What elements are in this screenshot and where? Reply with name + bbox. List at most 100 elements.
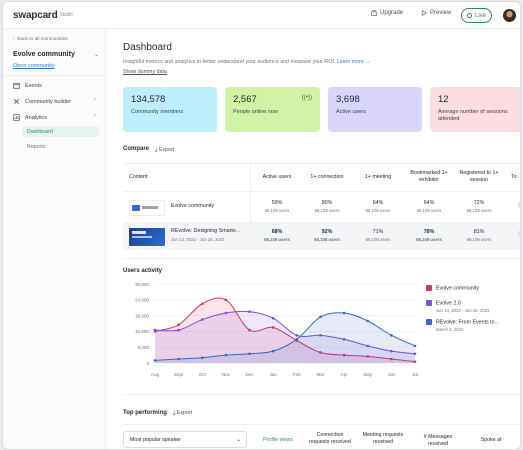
sidebar-divider — [3, 75, 106, 76]
legend-date: March 3, 2022 — [436, 327, 464, 332]
series-area — [155, 311, 415, 363]
y-tick-label: 30,000 — [135, 282, 149, 287]
series-line — [154, 310, 416, 355]
divider — [123, 424, 520, 425]
play-icon — [421, 10, 427, 16]
table-cell: 64% 68,108 users — [365, 200, 391, 213]
y-tick-label: 12,000 — [135, 329, 149, 334]
divider — [250, 163, 251, 250]
y-tick-label: 18,000 — [135, 313, 149, 318]
col-header-active-users: Active users — [262, 174, 292, 180]
open-community-link[interactable]: Open community — [13, 63, 55, 69]
chevron-down-icon: ⌄ — [235, 437, 241, 443]
col-header-content: Content — [129, 174, 148, 180]
x-tick-label: Feb — [293, 372, 301, 377]
upgrade-button[interactable]: Upgrade — [371, 10, 403, 16]
chevron-up-icon[interactable]: ⌃ — [93, 114, 98, 120]
data-point — [342, 353, 346, 357]
top-bar: swapcard Studio Upgrade Preview Live — [3, 2, 520, 29]
stat-card-sessions: 12 Average number of sessions attended — [430, 87, 520, 132]
data-point — [342, 311, 346, 315]
y-tick-label: 24,000 — [135, 298, 149, 303]
col-header-connection: 1+ connection — [310, 174, 344, 180]
col-header-connection-requests[interactable]: Connection requests received — [309, 432, 351, 445]
compare-title: Compare — [123, 146, 150, 152]
stat-card-online: 2,567 People online now ((•)) — [225, 87, 320, 132]
sidebar-item-community-builder[interactable]: Community builder — [13, 98, 71, 105]
data-point — [153, 359, 157, 362]
data-point — [271, 316, 275, 320]
learn-more-link[interactable]: Learn more → — [336, 59, 371, 65]
users-activity-title: Users activity — [123, 268, 163, 274]
data-point — [248, 310, 251, 313]
legend-item: Evolve community — [426, 285, 479, 291]
preview-button[interactable]: Preview — [421, 10, 451, 16]
table-row-highlight — [123, 223, 520, 250]
top-performing-select[interactable]: Most popular speaker ⌄ — [123, 431, 247, 448]
table-cell: 64% 68,108 users — [416, 200, 442, 213]
chevron-down-icon[interactable]: ⌄ — [94, 52, 100, 58]
table-cell: 68% 68,108 users — [264, 229, 290, 242]
table-row-name[interactable]: REvolve: Designing Smarte... — [171, 228, 241, 234]
data-point — [390, 334, 393, 337]
data-point — [390, 349, 393, 353]
data-point — [366, 344, 370, 348]
table-cell: 78% 68,108 users — [416, 229, 442, 242]
y-tick-label: 0 — [146, 361, 149, 366]
x-tick-label: Jan — [269, 372, 277, 377]
sidebar-item-analytics[interactable]: Analytics — [13, 114, 47, 121]
active-item-highlight — [22, 126, 99, 137]
col-header-profile-views[interactable]: Profile views — [263, 437, 293, 443]
col-header-meeting: 1+ meeting — [364, 174, 392, 180]
x-tick-label: May — [363, 372, 372, 377]
stat-card-members: 134,578 Community members — [123, 87, 217, 132]
table-cell: 81% 68,108 users — [466, 229, 492, 242]
data-point — [295, 334, 299, 337]
x-tick-label: Jul — [412, 372, 418, 377]
data-point — [342, 338, 346, 341]
stat-label: Active users — [336, 109, 366, 115]
live-status-icon — [466, 13, 472, 18]
sidebar: ‹ Back to all communities Evolve communi… — [3, 29, 106, 449]
analytics-icon — [13, 114, 20, 121]
main-content: Dashboard Insightful metrics and analyti… — [107, 30, 520, 449]
sidebar-item-events[interactable]: Events — [13, 82, 42, 89]
data-point — [271, 349, 275, 353]
back-link[interactable]: ‹ Back to all communities — [13, 37, 68, 42]
col-header-spoke-at[interactable]: Spoke at — [480, 437, 502, 443]
legend-item: REvolve: From Events to... — [426, 319, 499, 325]
compare-export-button[interactable]: ⤓ Export — [155, 147, 175, 153]
col-header-messages[interactable]: # Messages received — [423, 434, 453, 447]
show-dummy-data-link[interactable]: Show dummy data — [123, 69, 167, 75]
sidebar-item-dashboard[interactable]: Dashboard — [27, 129, 53, 135]
data-point — [200, 356, 204, 360]
chevron-up-icon[interactable]: ⌃ — [93, 98, 98, 104]
table-row-name[interactable]: Evolve community — [171, 203, 214, 209]
col-header-meeting-requests[interactable]: Meeting requests received — [362, 432, 404, 445]
data-point — [200, 302, 204, 306]
live-button[interactable]: Live — [461, 8, 492, 23]
col-header-bookmarked: Bookmarked 1+ exhibitor — [410, 170, 448, 183]
table-cell: 72% 68,108 users — [466, 200, 492, 213]
community-name[interactable]: Evolve community — [13, 51, 75, 58]
sidebar-item-reports[interactable]: Reports — [27, 144, 46, 150]
stat-value: 134,578 — [131, 94, 166, 105]
page-subtitle: Insightful metrics and analytics to bett… — [123, 59, 371, 65]
legend-date: Jun 14, 2022 - Jun 16, 2022 — [436, 308, 490, 313]
divider — [123, 163, 520, 164]
stat-value: 3,698 — [336, 94, 360, 105]
top-performing-export-button[interactable]: ⤓ Export — [173, 410, 193, 416]
divider — [123, 258, 520, 259]
builder-icon — [14, 99, 19, 104]
data-point — [319, 351, 322, 354]
user-avatar[interactable] — [503, 9, 516, 22]
x-tick-label: Aug — [151, 372, 160, 377]
top-performing-title: Top performing — [123, 410, 167, 416]
app-logo[interactable]: swapcard Studio — [13, 10, 73, 21]
x-tick-label: Oct — [199, 372, 207, 377]
series-line — [154, 312, 416, 361]
data-point — [177, 357, 180, 361]
data-point — [200, 318, 204, 321]
table-cell: 59% 68,108 users — [264, 200, 290, 213]
